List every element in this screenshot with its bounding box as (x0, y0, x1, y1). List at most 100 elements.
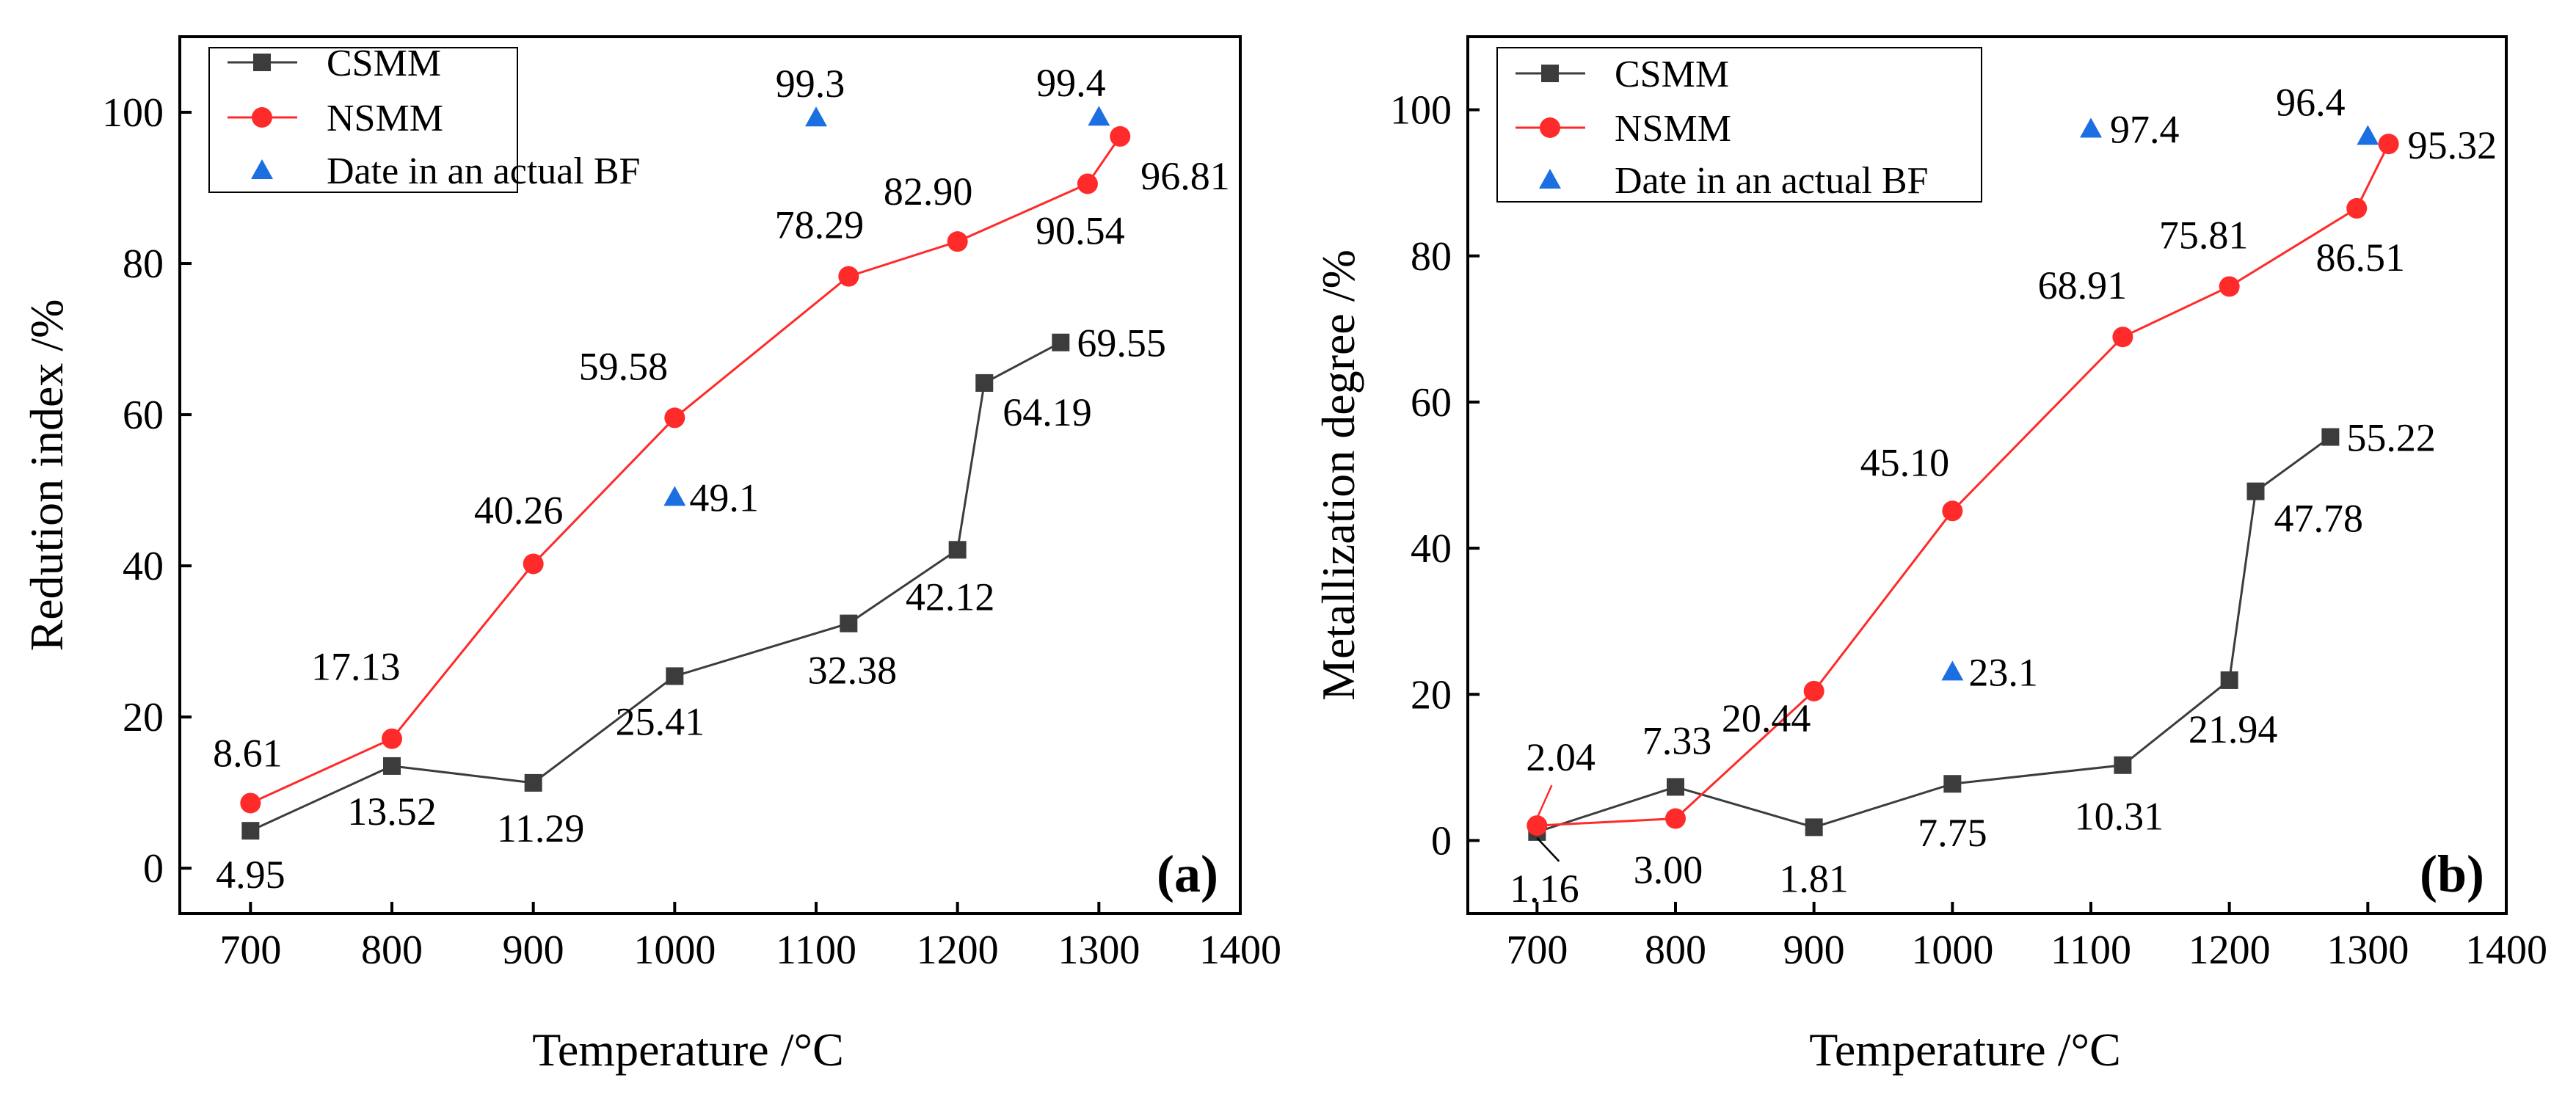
data-point (1110, 125, 1131, 147)
data-point (1527, 815, 1548, 837)
chart-panel-b: 700 800 900 1000 1100 1200 1300 1400 0 20 40 60 80 10… (1312, 35, 2547, 1076)
legend-label: Date in an actual BF (327, 150, 640, 192)
data-label: 86.51 (2315, 236, 2405, 280)
leader-line (1536, 837, 1560, 862)
series-bf: 23.1 97.4 96.4 (1941, 80, 2379, 694)
series-line (1536, 436, 2332, 834)
legend-marker (252, 107, 272, 128)
y-tick-label: 40 (1411, 526, 1452, 572)
data-label: 64.19 (1003, 390, 1092, 434)
data-point (2080, 117, 2102, 138)
data-label: 69.55 (1077, 321, 1166, 365)
data-point (383, 757, 401, 775)
data-point (1805, 818, 1823, 837)
data-point (2246, 482, 2265, 500)
data-point (838, 266, 859, 287)
data-label: 40.26 (474, 488, 564, 532)
legend-label: NSMM (1615, 108, 1731, 150)
data-label: 10.31 (2075, 795, 2164, 839)
legend-label: NSMM (327, 98, 443, 139)
x-tick-label: 1000 (1911, 927, 1993, 973)
data-label: 32.38 (808, 649, 898, 693)
leader-line (1536, 784, 1553, 819)
series-csmm: 1.16 7.33 1.81 7.75 10.31 21.94 47.78 55.22 (1510, 416, 2436, 911)
data-point (382, 728, 402, 749)
data-label: 47.78 (2274, 497, 2364, 541)
x-tick-label: 1200 (2188, 927, 2271, 973)
data-point (1667, 778, 1684, 796)
data-label: 59.58 (579, 344, 669, 388)
data-point (975, 373, 994, 392)
data-label: 21.94 (2188, 707, 2278, 751)
data-label: 82.90 (884, 170, 973, 214)
x-tick-label: 1300 (2326, 927, 2409, 973)
data-label: 99.4 (1036, 61, 1106, 105)
data-point (840, 614, 858, 633)
data-point (1943, 775, 1962, 793)
y-tick-label: 60 (123, 393, 164, 438)
x-tick-label: 700 (1506, 927, 1568, 973)
data-label: 96.4 (2276, 80, 2346, 124)
data-label: 55.22 (2346, 416, 2436, 460)
data-label: 95.32 (2408, 123, 2497, 167)
x-tick-label: 700 (219, 927, 281, 973)
data-label: 11.29 (497, 806, 585, 850)
data-label: 4.95 (216, 853, 285, 897)
data-point (2112, 327, 2133, 348)
legend: CSMM NSMM Date in an actual BF (1496, 47, 1982, 203)
data-point (241, 822, 260, 840)
legend-item-nsmm: NSMM (228, 98, 443, 139)
legend-item-csmm: CSMM (1516, 54, 1729, 95)
y-axis-title: Redution index /% (21, 299, 73, 652)
data-point (948, 541, 967, 559)
data-label: 78.29 (775, 203, 865, 247)
data-label: 1.81 (1779, 856, 1849, 900)
data-label: 8.61 (213, 731, 283, 775)
y-tick-label: 20 (123, 695, 164, 740)
data-label: 25.41 (616, 699, 705, 743)
y-tick-label: 0 (1431, 818, 1452, 864)
data-label: 1.16 (1510, 867, 1579, 911)
data-point (1052, 333, 1070, 351)
legend-item-bf: Date in an actual BF (1539, 160, 1928, 202)
data-label: 68.91 (2038, 263, 2128, 307)
data-point (1941, 660, 1964, 681)
series-line (1537, 143, 2390, 827)
x-tick-label: 900 (503, 927, 564, 973)
data-point (523, 553, 544, 575)
data-label: 17.13 (311, 645, 401, 689)
chart-panel-a: 700 800 900 1000 1100 1200 1300 1400 0 20 40 60 80 10… (21, 35, 1281, 1076)
data-label: 13.52 (347, 790, 437, 834)
plot-frame (178, 35, 1242, 915)
data-point (947, 231, 968, 252)
data-label: 99.3 (776, 62, 845, 106)
panel-tag: (a) (1157, 845, 1218, 903)
panel-tag: (b) (2420, 845, 2484, 903)
series-line (250, 136, 1121, 804)
legend-item-nsmm: NSMM (1516, 108, 1731, 150)
data-label: 97.4 (2110, 107, 2180, 151)
data-point (666, 667, 684, 685)
data-label: 7.75 (1918, 811, 1987, 855)
legend-marker (251, 159, 273, 179)
data-point (2114, 756, 2132, 774)
legend-marker (253, 54, 271, 71)
legend-label: CSMM (327, 43, 441, 84)
x-tick-label: 1100 (776, 927, 856, 973)
legend-marker (1539, 169, 1561, 189)
data-point (805, 106, 827, 127)
data-label: 96.81 (1140, 154, 1230, 198)
y-tick-label: 100 (102, 90, 164, 136)
y-tick-label: 60 (1411, 380, 1452, 426)
data-label: 90.54 (1036, 208, 1125, 252)
legend: CSMM NSMM Date in an actual BF (208, 43, 640, 193)
data-label: 75.81 (2159, 213, 2249, 257)
y-tick-label: 0 (143, 846, 164, 892)
legend-item-csmm: CSMM (228, 43, 441, 84)
series-line (250, 341, 1062, 832)
data-point (524, 773, 542, 792)
y-tick-label: 20 (1411, 672, 1452, 718)
series-nsmm: 8.61 17.13 40.26 59.58 78.29 82.90 90.54 96.81 (213, 125, 1230, 814)
legend-marker (1541, 65, 1559, 82)
